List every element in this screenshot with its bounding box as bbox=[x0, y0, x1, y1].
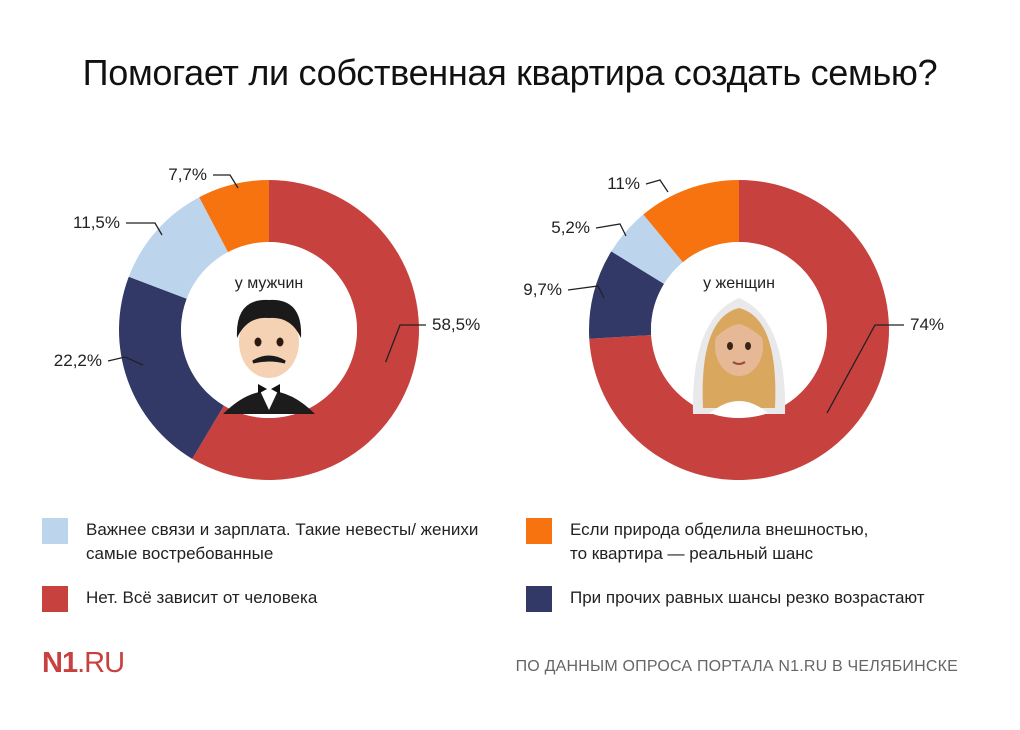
leader-line-1-light_blue bbox=[595, 223, 627, 237]
legend-item-light-blue: Важнее связи и зарплата. Такие невесты/ … bbox=[42, 518, 512, 568]
logo-suffix: .RU bbox=[77, 647, 125, 679]
data-label-1-orange: 11% bbox=[607, 174, 640, 193]
leader-line-1-navy bbox=[567, 285, 605, 299]
legend-label: Нет. Всё зависит от человека bbox=[86, 588, 318, 607]
legend-swatch bbox=[526, 518, 552, 544]
donut-slice-1-orange bbox=[643, 180, 739, 263]
donut-slice-0-orange bbox=[199, 180, 269, 253]
donut-slice-0-red bbox=[192, 180, 419, 480]
groom-emoji bbox=[223, 299, 315, 414]
legend-swatch bbox=[42, 586, 68, 612]
legend-item-orange: Если природа обделила внешностью, то ква… bbox=[526, 518, 996, 568]
leader-line-0-light_blue bbox=[126, 222, 163, 236]
legend-swatch bbox=[526, 586, 552, 612]
donut-slice-1-red bbox=[589, 180, 889, 481]
leader-line-0-red bbox=[385, 324, 426, 363]
data-label-0-light_blue: 11,5% bbox=[73, 213, 120, 232]
donut-slice-1-light_blue bbox=[611, 214, 683, 284]
data-label-1-navy: 9,7% bbox=[523, 280, 562, 299]
leader-line-1-orange bbox=[645, 179, 669, 193]
source-note: По данным опроса портала N1.RU в Челябин… bbox=[515, 658, 958, 675]
legend-label: При прочих равных шансы резко возрастают bbox=[570, 588, 925, 607]
leader-line-0-orange bbox=[213, 174, 239, 189]
donut-slice-0-light_blue bbox=[128, 197, 229, 299]
legend-swatch bbox=[42, 518, 68, 544]
legend-label: Важнее связи и зарплата. Такие невесты/ … bbox=[86, 520, 479, 539]
legend-item-red: Нет. Всё зависит от человека bbox=[42, 586, 512, 616]
data-label-0-navy: 22,2% bbox=[54, 351, 102, 370]
legend-item-navy: При прочих равных шансы резко возрастают bbox=[526, 586, 996, 616]
data-label-0-red: 58,5% bbox=[432, 315, 480, 334]
chart-title: Помогает ли собственная квартира создать… bbox=[82, 52, 938, 93]
donut-slice-0-navy bbox=[118, 276, 224, 459]
leader-line-1-red bbox=[826, 324, 904, 414]
donut-slice-1-navy bbox=[589, 251, 665, 339]
data-label-1-red: 74% bbox=[910, 315, 944, 334]
logo-main: N1 bbox=[42, 647, 78, 679]
leader-line-0-navy bbox=[107, 356, 144, 366]
legend-label-line2: то квартира — реальный шанс bbox=[570, 544, 814, 563]
data-label-1-light_blue: 5,2% bbox=[551, 218, 590, 237]
n1-logo[interactable]: N1.RU bbox=[42, 647, 125, 680]
legend-label: Если природа обделила внешностью, bbox=[570, 520, 869, 539]
donut-center-label-0: у мужчин bbox=[235, 275, 303, 292]
bride-emoji bbox=[692, 298, 786, 414]
legend-label-line2: самые востребованные bbox=[86, 544, 274, 563]
data-label-0-orange: 7,7% bbox=[168, 165, 207, 184]
donut-center-label-1: у женщин bbox=[703, 275, 775, 292]
